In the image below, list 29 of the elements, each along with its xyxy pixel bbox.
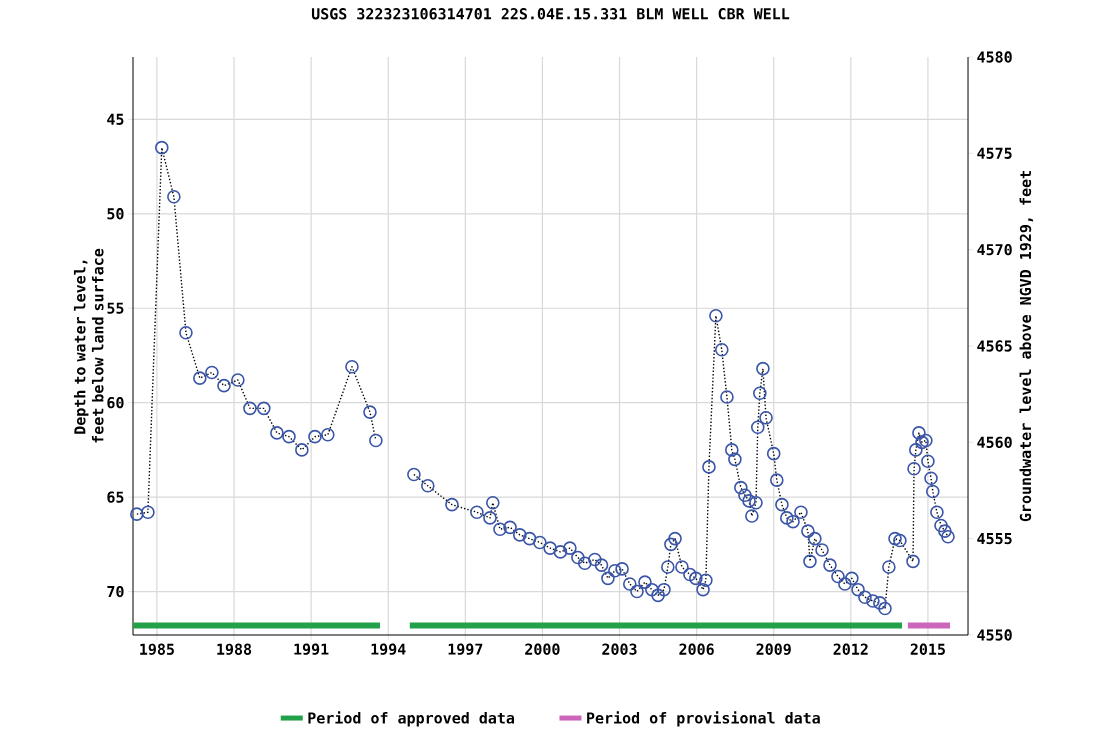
y-tick-label: 45 xyxy=(107,113,124,125)
y2-tick-label: 4555 xyxy=(977,533,1012,545)
legend-label: Period of provisional data xyxy=(587,711,820,727)
x-tick-label: 1988 xyxy=(217,643,252,655)
y2-tick-label: 4575 xyxy=(977,147,1012,159)
y-axis-title: Depth to water level, feet below land surface xyxy=(73,248,104,443)
x-tick-label: 2015 xyxy=(910,643,945,655)
x-tick-label: 2012 xyxy=(833,643,868,655)
x-tick-label: 2009 xyxy=(756,643,791,655)
x-tick-label: 1991 xyxy=(294,643,329,655)
x-tick-label: 2006 xyxy=(679,643,714,655)
y-tick-label: 70 xyxy=(107,585,124,598)
y2-tick-label: 4550 xyxy=(977,629,1012,641)
y2-tick-label: 4580 xyxy=(977,51,1012,63)
x-tick-label: 1994 xyxy=(371,643,406,655)
x-tick-label: 2000 xyxy=(525,643,560,655)
chart-title: USGS 322323106314701 22S.04E.15.331 BLM WELL CBR WELL xyxy=(311,8,790,20)
x-tick-label: 1985 xyxy=(140,643,174,655)
legend-label: Period of approved data xyxy=(308,711,515,727)
y-tick-label: 55 xyxy=(107,302,124,314)
x-tick-label: 2003 xyxy=(602,643,637,655)
y-tick-label: 65 xyxy=(107,491,124,503)
x-tick-label: 1997 xyxy=(448,643,483,655)
y2-axis-title: Groundwater level above NGVD 1929, feet xyxy=(1019,171,1034,522)
y2-tick-label: 4560 xyxy=(977,436,1012,448)
y-tick-label: 50 xyxy=(107,208,124,220)
y-tick-label: 60 xyxy=(107,396,124,409)
y2-tick-label: 4570 xyxy=(977,243,1012,256)
y2-tick-label: 4565 xyxy=(977,340,1012,352)
